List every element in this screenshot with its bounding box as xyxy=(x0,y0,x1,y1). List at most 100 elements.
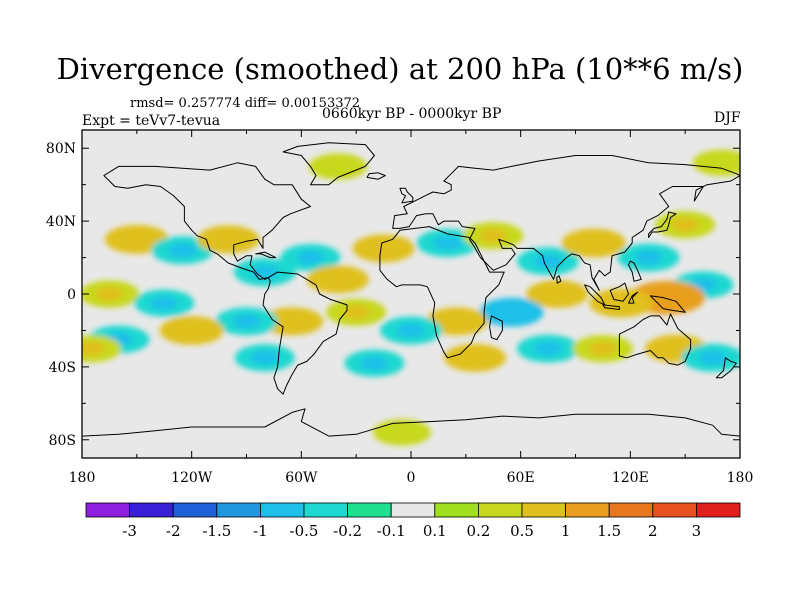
field-core xyxy=(122,232,152,247)
coastline xyxy=(489,315,503,341)
x-tick-label: 60W xyxy=(285,470,318,486)
colorbar-swatch xyxy=(129,502,174,518)
field-core xyxy=(150,296,178,310)
colorbar-label: -0.5 xyxy=(290,522,319,540)
x-tick-label: 120E xyxy=(612,470,649,486)
x-tick-label: 180 xyxy=(727,470,754,486)
field-core xyxy=(579,235,609,251)
coastline xyxy=(609,282,629,302)
field-core xyxy=(214,232,243,247)
coastline xyxy=(82,408,740,458)
colorbar-swatch xyxy=(216,502,261,518)
coastline xyxy=(628,260,642,282)
axes: 180 120W 60W 0 60E 120E 180 80N 40N 0 40S 80S xyxy=(46,130,753,486)
coastline xyxy=(262,271,348,395)
field-core xyxy=(433,235,462,250)
y-tick-label: 80N xyxy=(46,141,76,157)
colorbar-swatch xyxy=(347,502,392,518)
field-core xyxy=(708,156,735,170)
season-text: DJF xyxy=(714,110,741,126)
x-tick-label: 0 xyxy=(407,470,416,486)
experiment-text: Expt = teVv7-tevua xyxy=(82,113,221,129)
colorbar-label: -3 xyxy=(122,522,137,540)
field-core xyxy=(534,341,563,356)
field-core xyxy=(250,265,279,280)
field-core xyxy=(95,287,123,301)
colorbar: -3 -2 -1.5 -1 -0.5 -0.2 -0.1 0.1 0.2 0.5 1 1.5 2 3 xyxy=(85,502,741,540)
colorbar-label: -0.1 xyxy=(377,522,406,540)
stats-text: rmsd= 0.257774 diff= 0.00153372 xyxy=(130,96,361,111)
coastline xyxy=(103,162,311,280)
colorbar-swatch xyxy=(696,502,741,518)
field-core xyxy=(649,289,684,307)
y-tick-label: 0 xyxy=(67,287,76,303)
colorbar-swatch xyxy=(390,502,436,518)
colorbar-swatch xyxy=(652,502,697,518)
divergence-field xyxy=(82,149,740,446)
x-tick-label: 180 xyxy=(69,470,96,486)
x-tick-label: 60E xyxy=(507,470,535,486)
coastline xyxy=(649,295,686,313)
field-core xyxy=(497,305,526,320)
colorbar-swatch xyxy=(608,502,654,518)
field-core xyxy=(662,341,690,356)
colorbar-label: -2 xyxy=(166,522,181,540)
field-core xyxy=(388,425,415,440)
field-core xyxy=(369,241,398,256)
field-core xyxy=(323,272,352,287)
field-core xyxy=(543,287,572,301)
field-core xyxy=(177,323,207,338)
colorbar-label: -1 xyxy=(253,522,268,540)
coastline xyxy=(399,187,414,204)
colorbar-swatch xyxy=(477,502,523,518)
colorbar-swatch xyxy=(303,502,348,518)
field-core xyxy=(698,350,727,365)
field-core xyxy=(479,228,507,243)
coastline xyxy=(602,304,620,310)
coastline xyxy=(379,226,505,359)
colorbar-swatch xyxy=(172,502,218,518)
y-tick-label: 40S xyxy=(49,360,76,376)
field-core xyxy=(296,250,324,265)
coastline xyxy=(556,275,562,284)
colorbar-swatch xyxy=(565,502,610,518)
colorbar-label: -0.2 xyxy=(333,522,362,540)
field-core xyxy=(634,250,663,265)
y-tick-label: 80S xyxy=(49,433,76,449)
field-core xyxy=(278,314,307,329)
coastline xyxy=(366,172,386,180)
field-core xyxy=(251,350,279,365)
chart-title: Divergence (smoothed) at 200 hPa (10**6 … xyxy=(56,52,744,86)
coastline xyxy=(255,251,277,259)
coastline xyxy=(392,155,740,291)
colorbar-label: -1.5 xyxy=(202,522,231,540)
field-core xyxy=(671,217,699,232)
field-core xyxy=(324,159,351,174)
x-tick-label: 120W xyxy=(171,470,213,486)
period-text: 0660kyr BP - 0000kyr BP xyxy=(322,106,502,122)
coastlines xyxy=(82,142,740,458)
colorbar-swatch xyxy=(521,502,566,518)
field-core xyxy=(534,254,563,269)
field-core xyxy=(360,356,388,371)
coastline xyxy=(715,357,737,379)
field-core xyxy=(461,350,489,365)
colorbar-label: 2 xyxy=(648,522,658,540)
colorbar-label: 1.5 xyxy=(597,522,621,540)
field-core xyxy=(168,243,197,258)
field-core xyxy=(442,314,471,329)
colorbar-label: 0.1 xyxy=(423,522,447,540)
coastline xyxy=(648,211,677,238)
field-core xyxy=(82,341,105,356)
colorbar-label: 1 xyxy=(561,522,571,540)
colorbar-label: 3 xyxy=(692,522,702,540)
coastline xyxy=(628,291,639,304)
field-core xyxy=(589,341,617,356)
colorbar-swatch xyxy=(85,502,130,518)
coastline xyxy=(618,313,692,366)
field-blobs xyxy=(82,149,740,446)
colorbar-label: 0.2 xyxy=(466,522,490,540)
colorbar-swatch xyxy=(434,502,479,518)
y-tick-label: 40N xyxy=(46,214,76,230)
